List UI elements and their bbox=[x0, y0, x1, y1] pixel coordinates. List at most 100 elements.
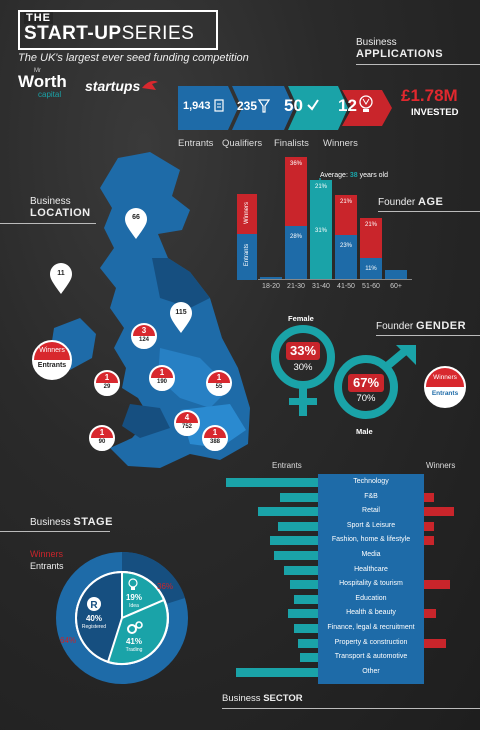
trophy-icon bbox=[359, 95, 373, 112]
pin-value: 115 bbox=[175, 309, 187, 316]
age-legend-winners-text: Winners bbox=[244, 202, 250, 225]
pin-entrants: 124 bbox=[138, 337, 149, 343]
pin-winners: 1 bbox=[104, 373, 110, 382]
location-title-main: LOCATION bbox=[30, 207, 91, 219]
stage-idea-label: Idea bbox=[129, 603, 139, 609]
pin-winners: 4 bbox=[184, 413, 190, 422]
logo-series: SERIES bbox=[121, 23, 195, 44]
startups-logo: startups bbox=[85, 78, 141, 94]
female-winners-pct: 33% bbox=[289, 343, 317, 358]
age-bar-entrants bbox=[385, 269, 407, 279]
age-legend-winners: Winners bbox=[237, 194, 257, 234]
age-tick-label: 60+ bbox=[390, 283, 402, 290]
sector-label: F&B bbox=[364, 492, 378, 500]
stage-trading-label: Trading bbox=[125, 647, 143, 653]
sector-label: Retail bbox=[362, 507, 380, 515]
invested-value: £1.78M bbox=[401, 86, 458, 105]
location-pin-winners: 1 29 bbox=[94, 370, 120, 396]
age-winners-pct: 36% bbox=[289, 161, 302, 168]
sector-winners-bar bbox=[424, 521, 434, 531]
sector-title-small: Business bbox=[222, 693, 261, 704]
sponsor1-name: Worth bbox=[18, 72, 67, 91]
pin-winners: 1 bbox=[99, 428, 105, 437]
pin-entrants: 752 bbox=[181, 424, 192, 430]
applications-title-main: APPLICATIONS bbox=[356, 48, 444, 60]
pin-entrants: 388 bbox=[209, 439, 220, 445]
lightbulb-icon bbox=[128, 578, 138, 590]
sector-label: Property & construction bbox=[334, 638, 408, 646]
age-underline bbox=[378, 211, 480, 212]
age-bar-winners bbox=[285, 157, 307, 226]
gender-legend-winners: Winners bbox=[433, 374, 457, 381]
age-winners-pct: 21% bbox=[364, 222, 377, 229]
age-tick-label: 21-30 bbox=[287, 283, 305, 290]
age-entrants-pct: 11% bbox=[365, 266, 377, 273]
age-bar-winners bbox=[335, 195, 357, 236]
sector-entrants-bar bbox=[258, 507, 318, 517]
series-logo-frame bbox=[18, 10, 218, 50]
sponsor1-sub: capital bbox=[38, 90, 62, 99]
logo-start: START-UP bbox=[24, 23, 122, 44]
age-tick-label: 18-20 bbox=[262, 283, 280, 290]
location-pin-winners: 1 388 bbox=[202, 425, 228, 451]
location-pin-winners: 1 55 bbox=[206, 370, 232, 396]
age-legend-entrants-text: Entrants bbox=[244, 243, 250, 267]
pin-value: 11 bbox=[57, 270, 65, 277]
sector-underline bbox=[222, 708, 480, 709]
gender-title-main: GENDER bbox=[416, 320, 467, 332]
male-winners-pct: 67% bbox=[352, 375, 380, 390]
startups-swoosh-icon bbox=[142, 80, 158, 90]
location-title: Business LOCATION bbox=[30, 196, 91, 219]
age-title-small: Founder bbox=[378, 197, 416, 208]
age-legend-entrants: Entrants bbox=[237, 234, 257, 280]
stage-outer-entrants: 64% bbox=[60, 636, 77, 645]
pin-winners: 1 bbox=[212, 428, 218, 437]
age-average-label: Average: bbox=[320, 172, 348, 179]
gears-icon bbox=[127, 621, 143, 634]
registered-icon: R bbox=[87, 597, 101, 611]
age-entrants-pct: 28% bbox=[289, 233, 302, 240]
sector-entrants-bar bbox=[284, 565, 318, 575]
sector-entrants-bar bbox=[294, 594, 318, 604]
location-pin-winners: 3 124 bbox=[131, 323, 157, 349]
sector-label: Finance, legal & recruitment bbox=[327, 624, 415, 631]
age-winners-pct: 21% bbox=[339, 199, 352, 206]
sector-label: Media bbox=[361, 551, 381, 558]
sector-entrants-bar bbox=[270, 536, 318, 546]
male-winners-badge bbox=[348, 374, 384, 392]
sector-label: Fashion, home & lifestyle bbox=[331, 536, 411, 544]
male-symbol-icon bbox=[334, 345, 416, 419]
sector-entrants-bar bbox=[300, 653, 318, 663]
pin-entrants: 29 bbox=[103, 384, 111, 390]
invested-label: INVESTED bbox=[411, 107, 459, 118]
age-tick-label: 31-40 bbox=[312, 283, 330, 290]
finalists-count: 50 bbox=[284, 96, 303, 115]
age-bar-entrants bbox=[335, 235, 357, 279]
male-label: Male bbox=[356, 427, 373, 436]
sector-winners-bar bbox=[424, 580, 450, 590]
svg-text:R: R bbox=[90, 600, 98, 611]
age-average-value: 38 bbox=[349, 172, 358, 179]
gender-title-small: Founder bbox=[376, 321, 414, 332]
stage-legend-winners: Winners bbox=[30, 549, 64, 559]
sector-entrants-bar bbox=[290, 580, 318, 590]
sector-entrants-bar bbox=[226, 478, 318, 487]
pin-winners: 1 bbox=[159, 368, 165, 377]
stage-outer-winners: 36% bbox=[157, 582, 174, 591]
tagline: The UK's largest ever seed funding compe… bbox=[18, 52, 249, 64]
qualifiers-label: Qualifiers bbox=[222, 138, 263, 149]
location-pin-white bbox=[50, 263, 72, 294]
age-entrants-pct: 23% bbox=[339, 243, 352, 250]
pin-winners: 3 bbox=[141, 326, 147, 335]
location-pin-winners: 1 90 bbox=[89, 425, 115, 451]
legend-entrants: Entrants bbox=[37, 362, 67, 369]
age-entrants-pct: 31% bbox=[314, 228, 327, 235]
sector-entrants-bar bbox=[298, 638, 318, 648]
sector-label: Healthcare bbox=[354, 565, 388, 573]
sector-entrants-bar bbox=[274, 551, 318, 560]
series-logo: START-UPSERIES bbox=[24, 23, 194, 45]
sector-entrants-bar bbox=[288, 609, 318, 619]
sector-label: Sport & Leisure bbox=[346, 521, 396, 529]
stage-title-main: STAGE bbox=[73, 516, 113, 528]
location-underline bbox=[0, 223, 96, 224]
